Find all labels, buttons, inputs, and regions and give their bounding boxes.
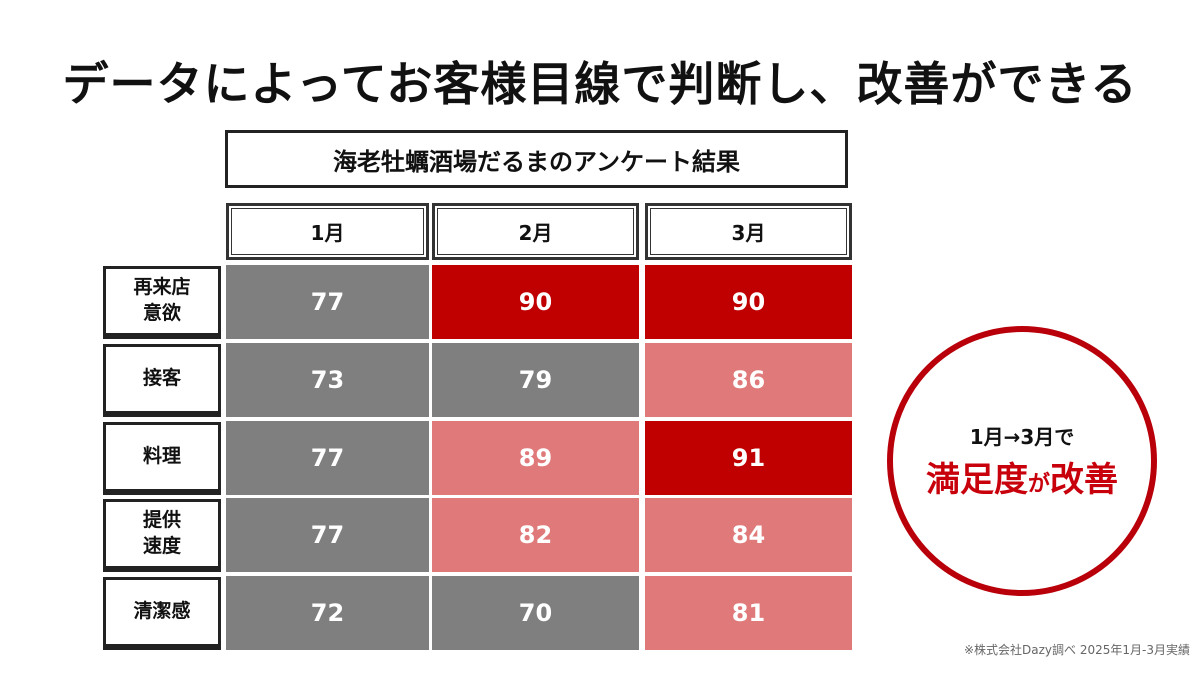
table-cell: 82 [432,498,639,572]
column-header: 2月 [432,203,639,260]
row-header: 再来店 意欲 [103,266,221,339]
row-header: 接客 [103,344,221,417]
source-footnote: ※株式会社Dazy調べ 2025年1月-3月実績 [963,643,1190,657]
table-cell: 79 [432,343,639,417]
row-header: 清潔感 [103,577,221,650]
page-headline: データによってお客様目線で判断し、改善ができる [62,57,1138,111]
table-cell: 84 [645,498,852,572]
callout-message: 満足度が改善 [926,452,1118,501]
table-cell: 77 [226,265,429,339]
column-header: 1月 [226,203,429,260]
table-cell: 70 [432,576,639,650]
table-cell: 91 [645,421,852,495]
table-cell: 77 [226,498,429,572]
table-title: 海老牡蠣酒場だるまのアンケート結果 [225,130,848,188]
table-cell: 90 [432,265,639,339]
row-header: 提供 速度 [103,499,221,572]
table-cell: 77 [226,421,429,495]
table-cell: 86 [645,343,852,417]
table-cell: 89 [432,421,639,495]
row-header: 料理 [103,422,221,495]
table-cell: 90 [645,265,852,339]
callout-particle: が [1027,472,1050,497]
column-header: 3月 [645,203,852,260]
improvement-callout: 1月→3月で 満足度が改善 [887,326,1157,596]
table-cell: 72 [226,576,429,650]
callout-satisfaction: 満足度 [925,460,1028,500]
callout-improve: 改善 [1050,460,1118,500]
table-cell: 73 [226,343,429,417]
callout-period: 1月→3月で [969,425,1075,449]
table-cell: 81 [645,576,852,650]
